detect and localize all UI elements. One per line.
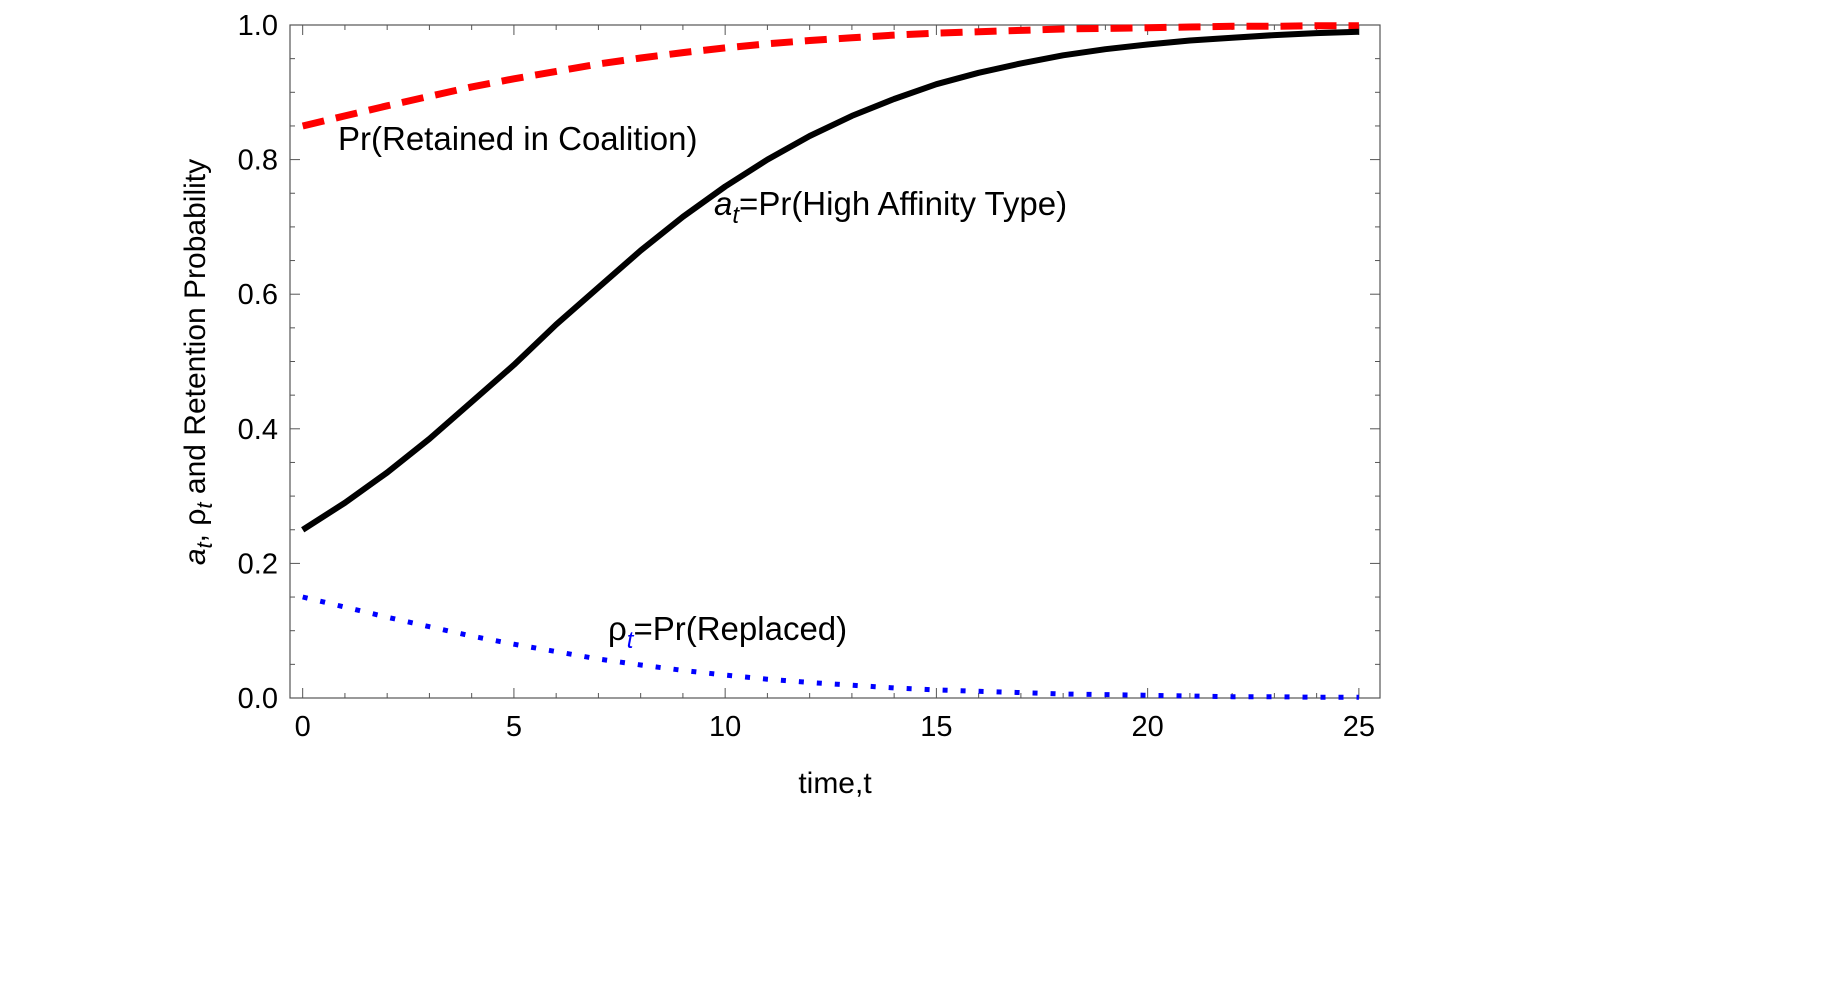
y-title-sub2: t xyxy=(192,502,217,509)
series-layer xyxy=(301,22,1359,700)
annotation-high-affinity-text: Pr(High Affinity Type) xyxy=(758,185,1067,222)
x-tick-label: 20 xyxy=(1132,711,1164,743)
axis-tick-labels: 0 5 10 15 20 25 0.0 0.2 0.4 0.6 0.8 1.0 xyxy=(238,10,1375,743)
series-line-replaced xyxy=(302,594,1359,700)
x-tick-label: 5 xyxy=(506,711,522,743)
series-line-retained xyxy=(301,22,1359,130)
y-tick-label: 0.2 xyxy=(238,548,278,580)
y-title-rho: ρ xyxy=(179,509,212,526)
y-tick-label: 0.4 xyxy=(238,414,278,446)
y-title-sub1: t xyxy=(192,541,217,548)
annotation-replaced: ρt=Pr(Replaced) xyxy=(608,610,847,654)
annotation-high-affinity-eq: = xyxy=(739,185,758,222)
series-line-high-affinity xyxy=(301,28,1359,533)
y-tick-label: 0.0 xyxy=(238,683,278,715)
x-tick-label: 25 xyxy=(1343,711,1375,743)
y-tick-label: 0.8 xyxy=(238,145,278,177)
y-tick-label: 0.6 xyxy=(238,279,278,311)
annotation-high-affinity-sub: t xyxy=(732,202,740,229)
annotation-replaced-text: Pr(Replaced) xyxy=(653,610,847,647)
annotation-replaced-var: ρ xyxy=(608,610,627,647)
annotation-replaced-sub: t xyxy=(627,627,635,654)
annotation-retained: Pr(Retained in Coalition) xyxy=(338,120,698,157)
x-tick-label: 10 xyxy=(709,711,741,743)
annotation-replaced-eq: = xyxy=(633,610,652,647)
x-axis-title: time,t xyxy=(798,767,872,800)
y-axis-title: at, ρt and Retention Probability xyxy=(179,159,217,565)
annotation-high-affinity: at=Pr(High Affinity Type) xyxy=(714,185,1067,229)
x-tick-label: 15 xyxy=(920,711,952,743)
y-title-sep1: , xyxy=(179,526,212,543)
y-title-a: a xyxy=(179,548,212,565)
annotation-high-affinity-var: a xyxy=(714,185,732,222)
x-tick-label: 0 xyxy=(295,711,311,743)
y-title-rest: and Retention Probability xyxy=(179,159,212,503)
y-tick-label: 1.0 xyxy=(238,10,278,42)
